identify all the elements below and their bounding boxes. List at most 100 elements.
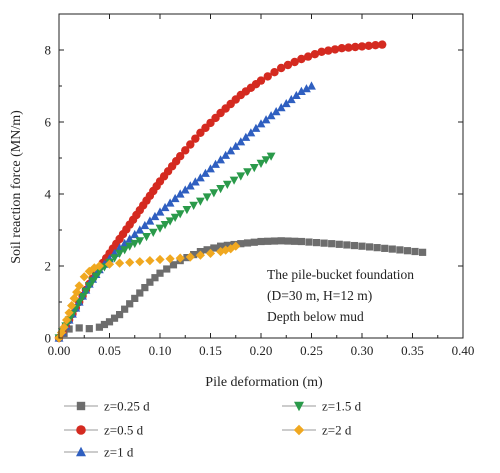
data-point	[271, 107, 281, 116]
data-point	[185, 181, 195, 190]
data-point	[290, 57, 299, 67]
data-point	[165, 254, 175, 264]
data-point	[216, 185, 225, 194]
legend-label: z=0.5 d	[104, 423, 144, 438]
data-point	[337, 44, 346, 53]
data-point	[150, 211, 160, 221]
data-point	[190, 177, 200, 186]
data-point	[100, 320, 109, 329]
data-point	[95, 267, 104, 276]
data-point	[350, 241, 359, 250]
data-point	[130, 239, 140, 249]
data-point	[115, 243, 124, 252]
data-point	[256, 119, 266, 128]
x-tick-label: 0.00	[48, 343, 71, 358]
data-point	[297, 54, 306, 64]
data-point	[64, 308, 74, 318]
legend-marker	[293, 424, 305, 436]
data-point	[291, 237, 299, 245]
data-point	[141, 284, 149, 292]
y-tick-label: 2	[45, 259, 52, 274]
data-point	[84, 266, 94, 276]
data-point	[156, 269, 164, 277]
data-point	[95, 323, 103, 331]
data-point	[378, 40, 387, 49]
data-point	[286, 94, 296, 104]
data-point	[373, 244, 381, 252]
data-point	[324, 46, 333, 55]
data-point	[135, 257, 145, 267]
data-point	[256, 76, 266, 85]
data-point	[146, 278, 154, 286]
data-point	[180, 185, 190, 194]
data-point	[221, 150, 231, 159]
data-point	[140, 220, 150, 230]
legend-label: z=0.25 d	[104, 399, 150, 414]
x-tick-label: 0.05	[98, 343, 121, 358]
data-point	[115, 258, 125, 268]
x-tick-label: 0.20	[250, 343, 273, 358]
data-point	[357, 42, 367, 51]
plot-area	[54, 40, 427, 343]
series-5	[54, 241, 241, 343]
data-point	[371, 41, 380, 50]
x-axis-title: Pile deformation (m)	[205, 375, 323, 390]
data-point	[246, 128, 256, 137]
data-point	[75, 324, 83, 332]
x-tick-label: 0.30	[351, 343, 374, 358]
legend-item: z=1.5 d	[282, 399, 362, 414]
data-point	[270, 237, 279, 245]
data-point	[365, 243, 374, 251]
data-point	[261, 156, 271, 165]
data-point	[229, 176, 239, 185]
data-point	[175, 210, 185, 219]
data-point	[56, 328, 67, 338]
series-4	[54, 152, 276, 343]
legend: z=0.25 d z=0.5 d z=1 d z=1.5 d z=2 d	[64, 399, 362, 460]
data-point	[81, 287, 91, 296]
data-point	[231, 241, 241, 251]
data-point	[163, 265, 171, 273]
data-point	[155, 224, 165, 233]
legend-marker	[294, 401, 304, 412]
data-point	[297, 86, 306, 95]
legend-label: z=1 d	[104, 445, 134, 460]
data-point	[91, 272, 101, 281]
data-point	[175, 253, 185, 263]
data-point	[270, 68, 279, 77]
data-point	[330, 45, 340, 54]
data-point	[72, 287, 82, 297]
legend-label: z=1.5 d	[322, 399, 362, 414]
data-point	[266, 152, 276, 161]
data-point	[237, 240, 245, 248]
data-point	[203, 246, 211, 254]
data-point	[196, 197, 205, 206]
y-axis-title: Soil reaction force (MN/m)	[9, 110, 24, 264]
annotation-line-3: Depth below mud	[267, 309, 364, 324]
data-point	[263, 72, 272, 81]
data-point	[67, 301, 77, 311]
data-point	[165, 198, 175, 207]
data-point	[195, 250, 205, 260]
data-point	[210, 244, 218, 252]
data-point	[115, 249, 124, 258]
data-point	[170, 193, 180, 203]
data-point	[125, 242, 135, 251]
data-point	[251, 123, 261, 132]
data-point	[189, 201, 199, 210]
legend-item: z=0.25 d	[64, 399, 150, 414]
data-point	[243, 239, 252, 247]
data-point	[250, 238, 258, 246]
data-point	[231, 141, 241, 150]
data-point	[305, 238, 313, 246]
data-point	[211, 159, 220, 168]
data-point	[125, 257, 135, 267]
data-point	[302, 84, 311, 93]
data-point	[209, 189, 219, 198]
data-point	[191, 134, 200, 143]
data-point	[256, 159, 266, 168]
data-point	[277, 63, 286, 73]
data-point	[226, 146, 236, 155]
data-point	[205, 248, 216, 258]
data-point	[181, 146, 190, 155]
